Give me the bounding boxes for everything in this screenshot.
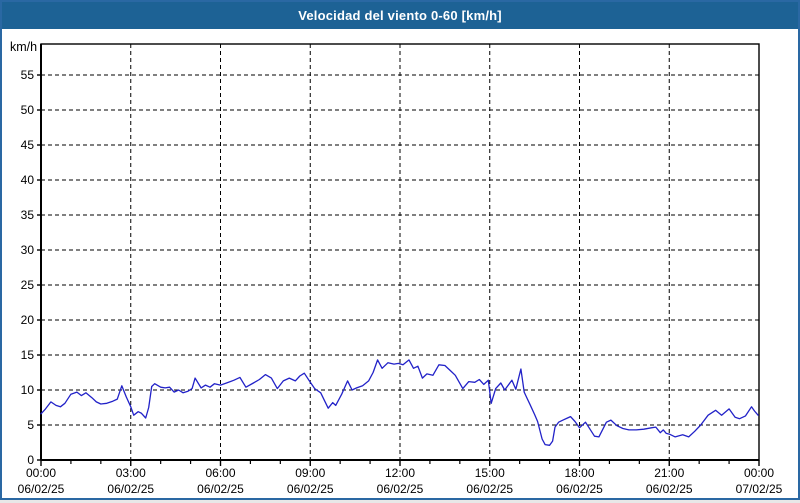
y-tick-label: 15 [21, 348, 35, 362]
x-tick-time-label: 12:00 [385, 466, 415, 480]
x-tick-time-label: 00:00 [26, 466, 56, 480]
wind-speed-series-line [40, 359, 759, 446]
y-tick-label: 5 [27, 418, 34, 432]
y-tick-label: 35 [21, 208, 35, 222]
x-tick-time-label: 06:00 [205, 466, 235, 480]
x-tick-date-label: 07/02/25 [736, 482, 783, 496]
x-tick-date-label: 06/02/25 [107, 482, 154, 496]
x-tick-time-label: 18:00 [564, 466, 594, 480]
y-tick-label: 30 [21, 243, 35, 257]
y-tick-label: 45 [21, 138, 35, 152]
wind-speed-line-chart: 0 5 10 15 20 25 30 35 40 45 50 55 km/h 00:00 06/02/25 0… [10, 40, 783, 496]
x-tick-time-label: 21:00 [654, 466, 684, 480]
x-tick-date-label: 06/02/25 [287, 482, 334, 496]
y-tick-label: 20 [21, 313, 35, 327]
y-tick-label: 55 [21, 68, 35, 82]
x-tick-date-label: 06/02/25 [556, 482, 603, 496]
x-tick-date-label: 06/02/25 [377, 482, 424, 496]
x-tick-time-label: 09:00 [295, 466, 325, 480]
y-tick-label: 50 [21, 103, 35, 117]
y-tick-label: 0 [27, 453, 34, 467]
y-tick-label: 25 [21, 278, 35, 292]
y-tick-label: 10 [21, 383, 35, 397]
chart-area: 0 5 10 15 20 25 30 35 40 45 50 55 km/h 00:00 06/02/25 0… [2, 29, 798, 498]
x-tick-date-label: 06/02/25 [646, 482, 693, 496]
chart-title: Velocidad del viento 0-60 [km/h] [2, 2, 798, 29]
x-tick-time-label: 03:00 [116, 466, 146, 480]
y-axis-unit-label: km/h [10, 40, 37, 54]
x-tick-date-label: 06/02/25 [197, 482, 244, 496]
x-tick-date-label: 06/02/25 [466, 482, 513, 496]
x-tick-time-label: 00:00 [744, 466, 774, 480]
x-tick-date-label: 06/02/25 [18, 482, 65, 496]
y-tick-label: 40 [21, 173, 35, 187]
x-tick-time-label: 15:00 [475, 466, 505, 480]
